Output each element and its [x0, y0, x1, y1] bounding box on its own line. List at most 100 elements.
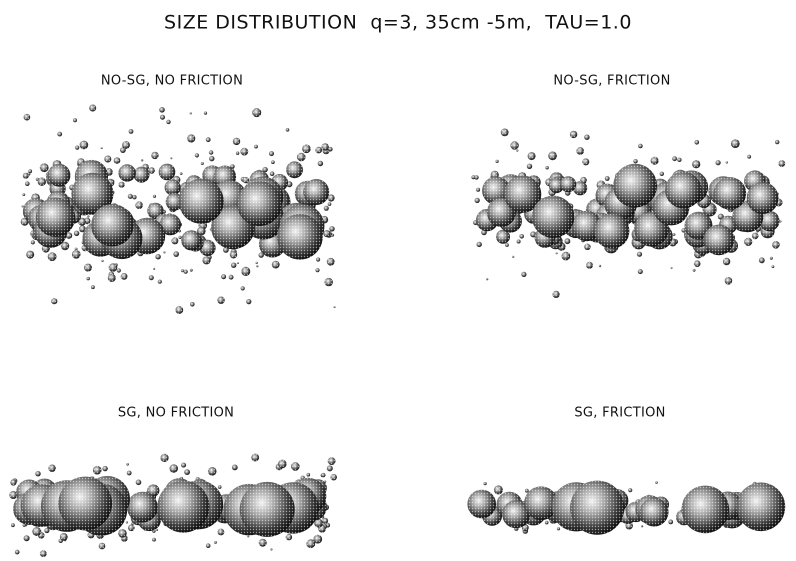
- particle: [87, 277, 90, 280]
- particle: [321, 473, 325, 477]
- particle: [247, 535, 249, 537]
- particle: [671, 267, 673, 269]
- particle: [496, 160, 499, 163]
- particle-dither: [665, 172, 702, 209]
- particle-dither: [151, 152, 158, 159]
- particle: [156, 529, 158, 531]
- particle: [475, 198, 480, 203]
- particle-dither: [240, 482, 295, 537]
- particle-dither: [218, 529, 225, 536]
- particle-dither: [560, 176, 576, 192]
- particle-dither: [122, 141, 130, 149]
- particle-dither: [179, 179, 224, 224]
- particle: [184, 469, 190, 475]
- particle: [269, 151, 274, 156]
- particle: [512, 256, 514, 258]
- particle-dither: [149, 167, 155, 173]
- particle-dither: [40, 550, 47, 557]
- particle: [129, 129, 134, 134]
- particle-dither: [99, 543, 106, 550]
- particle-dither: [252, 108, 261, 117]
- particle: [209, 156, 214, 161]
- particle: [25, 181, 30, 186]
- particle: [201, 162, 204, 165]
- particle: [328, 202, 332, 206]
- particle-dither: [40, 163, 49, 172]
- particle-dither: [501, 129, 509, 137]
- particle: [241, 286, 245, 290]
- particle-dither: [328, 457, 336, 465]
- particle: [179, 236, 182, 239]
- particle: [173, 251, 179, 257]
- particle: [141, 159, 143, 161]
- particle: [256, 262, 258, 264]
- particle-dither: [251, 454, 259, 462]
- particle: [221, 274, 226, 279]
- particle-dither: [38, 178, 46, 186]
- particle: [628, 488, 632, 492]
- particle: [775, 140, 779, 144]
- particle: [152, 538, 156, 542]
- particle-dither: [692, 160, 700, 168]
- particle-dither: [772, 241, 780, 249]
- particle-dither: [134, 167, 150, 183]
- particle-dither: [10, 479, 16, 485]
- particle: [521, 272, 526, 277]
- particle: [209, 150, 213, 154]
- particle-dither: [48, 164, 71, 187]
- particle: [270, 171, 275, 176]
- particle: [655, 481, 658, 484]
- particle: [779, 220, 781, 222]
- particle: [316, 257, 320, 261]
- particle: [633, 159, 637, 163]
- particle: [584, 135, 589, 140]
- particle-dither: [233, 138, 240, 145]
- particle-dither: [778, 160, 785, 167]
- particle: [149, 275, 154, 280]
- particle-dither: [303, 179, 329, 205]
- particle-dither: [553, 291, 560, 298]
- particle-dither: [594, 213, 629, 248]
- particle: [101, 147, 103, 149]
- particle: [158, 280, 162, 284]
- particle-dither: [58, 477, 112, 531]
- particle: [231, 263, 236, 268]
- particle-dither: [171, 237, 178, 244]
- particle: [11, 523, 15, 527]
- particle-dither: [135, 201, 143, 209]
- figure: SIZE DISTRIBUTION q=3, 35cm -5m, TAU=1.0…: [0, 0, 796, 561]
- particle: [236, 152, 239, 155]
- particle-dither: [613, 164, 657, 208]
- particle-dither: [548, 151, 557, 160]
- particle-dither: [737, 483, 786, 532]
- particle: [237, 262, 239, 264]
- particle-dither: [640, 498, 669, 527]
- particle: [695, 140, 700, 145]
- particle: [206, 137, 211, 142]
- particle-dither: [48, 252, 57, 261]
- particle-dither: [325, 278, 333, 286]
- particle: [31, 240, 35, 244]
- particle-dither: [278, 460, 287, 469]
- particle-dither: [259, 539, 267, 547]
- particle: [136, 480, 142, 486]
- particle: [334, 306, 336, 308]
- particle: [673, 233, 676, 236]
- particle: [660, 172, 664, 176]
- particle-dither: [91, 204, 133, 246]
- particle: [329, 226, 334, 231]
- particle: [163, 251, 165, 253]
- particle-dither: [118, 164, 135, 181]
- particle: [772, 265, 775, 268]
- particle: [126, 521, 128, 523]
- page: SIZE DISTRIBUTION q=3, 35cm -5m, TAU=1.0…: [0, 0, 796, 561]
- particle: [73, 118, 77, 122]
- particle-dither: [494, 485, 503, 494]
- particle-dither: [241, 267, 250, 276]
- particle-dither: [60, 533, 68, 541]
- particle-dither: [23, 173, 29, 179]
- particle-dither: [651, 157, 659, 165]
- particle: [605, 176, 610, 181]
- particle-dither: [175, 306, 183, 314]
- particle: [218, 485, 222, 489]
